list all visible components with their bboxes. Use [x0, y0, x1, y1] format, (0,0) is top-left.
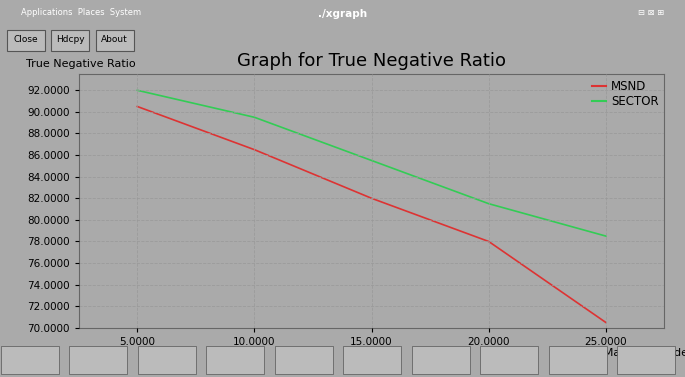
Y-axis label: True Negative Ratio: True Negative Ratio [26, 59, 136, 69]
Bar [69, 346, 127, 374]
Bar [7, 30, 45, 51]
Text: Close: Close [14, 35, 38, 44]
Text: ./xgraph: ./xgraph [318, 9, 367, 19]
Bar [343, 346, 401, 374]
Legend: MSND, SECTOR: MSND, SECTOR [592, 80, 658, 108]
Bar [549, 346, 607, 374]
Bar [1, 346, 59, 374]
Text: ⊟ ⊠ ⊞: ⊟ ⊠ ⊞ [638, 8, 664, 17]
Bar [412, 346, 470, 374]
Bar [51, 30, 89, 51]
Text: Hdcpy: Hdcpy [56, 35, 84, 44]
Title: Graph for True Negative Ratio: Graph for True Negative Ratio [237, 52, 506, 70]
Bar [275, 346, 333, 374]
Bar [138, 346, 196, 374]
X-axis label: No.of Malicious Nodes: No.of Malicious Nodes [571, 348, 685, 358]
Bar [206, 346, 264, 374]
Bar [480, 346, 538, 374]
Text: About: About [101, 35, 128, 44]
Bar [96, 30, 134, 51]
Bar [617, 346, 675, 374]
Text: Applications  Places  System: Applications Places System [21, 8, 140, 17]
